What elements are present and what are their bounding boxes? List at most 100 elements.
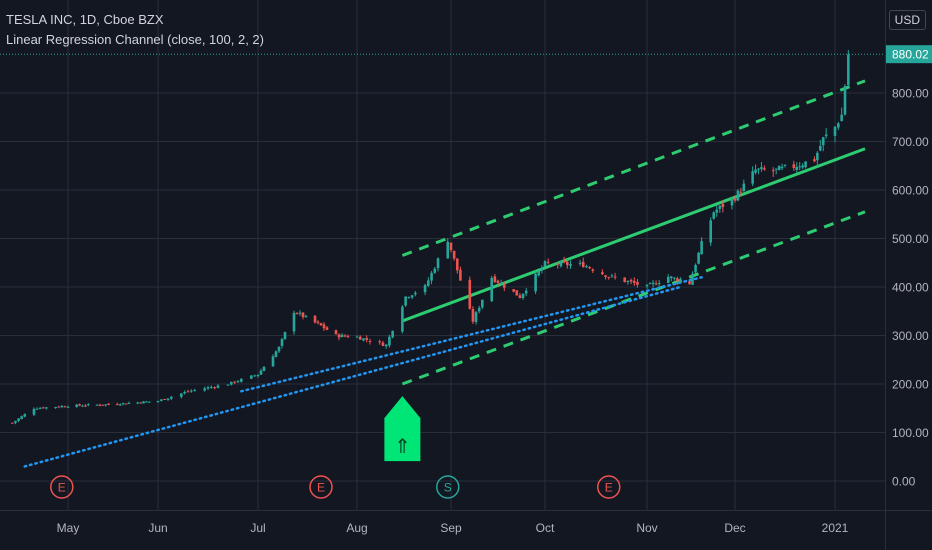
candle [700, 237, 703, 255]
candle-body [676, 278, 679, 282]
candle-body [81, 405, 84, 407]
candle [697, 251, 700, 265]
candle [569, 260, 572, 270]
candle-body [203, 388, 206, 391]
y-tick-label: 400.00 [892, 281, 929, 295]
candle [459, 266, 462, 281]
candle-body [301, 312, 305, 318]
candle [733, 195, 737, 203]
candle-body [210, 387, 213, 389]
candle [813, 156, 816, 163]
regression-center-line [401, 147, 866, 323]
candle-body [250, 375, 253, 379]
candle-body [436, 258, 440, 269]
candle-body [524, 290, 528, 294]
candle-body [87, 404, 90, 406]
candle [679, 277, 682, 283]
candle [213, 386, 216, 390]
signal-marker: ⇑ [384, 396, 421, 462]
candle-body [837, 123, 840, 128]
candle [166, 398, 170, 401]
candle-body [559, 261, 563, 267]
candle-body [313, 315, 317, 323]
candle [760, 162, 763, 172]
candle-body [233, 381, 236, 383]
candle-body [54, 406, 57, 408]
candle [780, 163, 784, 171]
candle-body [340, 334, 344, 338]
earnings-event-marker[interactable]: E [597, 475, 621, 499]
currency-button[interactable]: USD [888, 10, 926, 30]
candle-body [32, 408, 36, 415]
candle-body [632, 280, 636, 284]
candle [87, 403, 90, 407]
candle-body [452, 250, 456, 259]
candle [271, 354, 275, 367]
candle [250, 375, 253, 380]
candle [691, 271, 694, 285]
candle [666, 274, 670, 284]
candle-body [401, 306, 404, 332]
candle [496, 279, 500, 286]
earnings-event-marker[interactable]: E [309, 475, 333, 499]
candle-body [636, 281, 639, 285]
candle-body [669, 276, 673, 278]
candle [751, 166, 754, 187]
candle-body [104, 404, 108, 406]
candle-body [569, 264, 572, 266]
candle-body [721, 203, 725, 208]
candle-body [730, 198, 734, 206]
candle [777, 165, 781, 171]
candle-body [537, 270, 541, 276]
candle-body [733, 198, 737, 201]
candle-body [41, 407, 45, 409]
candle-body [304, 315, 308, 317]
candle [709, 217, 713, 246]
x-tick-label: Jul [250, 521, 265, 535]
candle-body [581, 261, 585, 268]
candle-body [824, 134, 828, 137]
candle [795, 162, 799, 174]
x-tick-label: Nov [636, 521, 657, 535]
candle [142, 401, 145, 404]
candle [512, 289, 515, 293]
candle-body [490, 277, 494, 302]
candle-body [259, 370, 263, 375]
candle [368, 338, 372, 345]
candle [203, 386, 206, 392]
candle-body [404, 296, 407, 306]
candle-body [213, 387, 216, 389]
candle-body [98, 404, 102, 406]
candle-body [160, 399, 163, 401]
candle [446, 238, 450, 259]
candle-body [757, 168, 760, 170]
earnings-event-marker[interactable]: E [50, 475, 74, 499]
candle [757, 168, 760, 175]
candle-body [493, 276, 497, 282]
candle [455, 258, 459, 274]
candle-body [795, 167, 799, 171]
split-event-marker[interactable]: S [436, 475, 460, 499]
candle-body [430, 272, 433, 281]
symbol-title[interactable]: TESLA INC, 1D, Cboe BZX [6, 12, 164, 27]
candle-body [358, 336, 362, 340]
candle [32, 407, 36, 417]
candle [521, 293, 525, 300]
candle [648, 282, 652, 285]
candle-body [449, 242, 453, 251]
candle-body [585, 266, 588, 268]
candle [833, 126, 837, 143]
indicator-label[interactable]: Linear Regression Channel (close, 100, 2… [6, 32, 264, 47]
candle-body [325, 327, 329, 330]
up-arrow-icon[interactable]: ⇑ [384, 396, 421, 462]
candle [20, 415, 23, 420]
signal-shape [384, 396, 421, 462]
candle-body [407, 297, 411, 299]
candle [226, 384, 230, 386]
candle-body [610, 275, 614, 277]
candle [23, 413, 27, 418]
candle [404, 296, 407, 307]
candle-body [455, 258, 459, 271]
candle-body [226, 384, 230, 386]
